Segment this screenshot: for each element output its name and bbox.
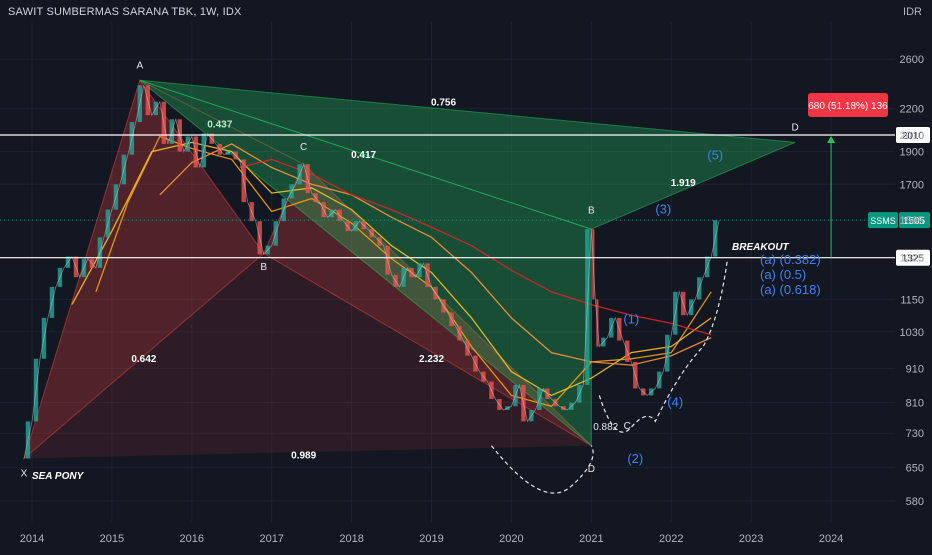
projection-path-right (598, 260, 728, 433)
point-label: A (137, 60, 144, 71)
pattern-ratio-label: 0.756 (431, 98, 456, 109)
breakout-label: BREAKOUT (732, 242, 790, 253)
pattern-ratio-label: 0.989 (291, 450, 316, 461)
x-tick-label: 2017 (259, 533, 283, 545)
measure-arrowhead (827, 135, 836, 143)
x-tick-label: 2022 (659, 533, 683, 545)
y-tick-label: 1150 (900, 294, 924, 306)
fib-level-label: (a) (0.382) (760, 252, 821, 267)
pattern-ratio-label: 0.417 (351, 150, 376, 161)
y-tick-label: 1700 (900, 179, 924, 191)
y-tick-label: 1505 (900, 215, 924, 227)
measure-label-box (808, 93, 888, 117)
x-tick-label: 2019 (419, 533, 443, 545)
x-tick-label: 2016 (180, 533, 204, 545)
fib-level-label: (a) (0.5) (760, 267, 806, 282)
pattern-acd-fill (139, 79, 796, 230)
fib-level-label: (a) (0.618) (760, 282, 821, 297)
point-label: B (260, 262, 267, 273)
moving-average-line (159, 143, 712, 366)
pattern-xbd-fill (24, 253, 592, 459)
level-tag (896, 126, 930, 143)
annotations: A X B C B D C D 0.882 SEA PONY BREAKOUT(a) (0.382)… (21, 60, 821, 482)
y-tick-label: 1030 (900, 327, 924, 339)
projection-path-left (490, 445, 594, 494)
elliott-waves: (1) (2) (3) (4) (5) (490, 147, 728, 494)
point-label: 0.882 (593, 422, 618, 433)
point-label: C (624, 421, 631, 432)
symbol-tag-label: SSMS (870, 216, 896, 226)
elliott-wave-label: (1) (623, 311, 639, 326)
point-label: D (791, 123, 798, 134)
pattern-ac-line (139, 79, 304, 165)
x-tick-label: 2018 (339, 533, 363, 545)
level-tag (896, 249, 930, 266)
moving-average-line (239, 158, 712, 336)
elliott-wave-label: (5) (707, 147, 723, 162)
pattern-ratio-label: 2.232 (419, 354, 444, 365)
x-tick-label: 2020 (499, 533, 523, 545)
elliott-wave-label: (4) (667, 394, 683, 409)
chart-title: SAWIT SUMBERMAS SARANA TBK, 1W, IDX (8, 6, 242, 18)
point-label: D (588, 464, 595, 475)
pattern-ratio-label: 1.919 (671, 178, 696, 189)
pattern-ratio-label: 0.642 (131, 354, 156, 365)
price-tag-label: 1505 (903, 216, 926, 227)
x-tick-label: 2023 (739, 533, 763, 545)
point-label: X (21, 469, 28, 480)
level-tag-label: 1325 (902, 254, 925, 265)
elliott-wave-label: (2) (627, 451, 643, 466)
y-tick-label: 1325 (900, 253, 924, 265)
elliott-wave-label: (3) (655, 201, 671, 216)
horizontal-levels: 2010 1325 SSMS 1505 680 (51.18%) 136 (0, 93, 930, 266)
level-tag-label: 2010 (902, 131, 925, 142)
axes: 2014 2015 2016 2017 2018 2019 2020 2021 2022 2023… (20, 54, 924, 545)
y-tick-label: 580 (906, 496, 924, 508)
x-tick-label: 2014 (20, 533, 44, 545)
price-series (23, 85, 720, 459)
price-tag (899, 212, 930, 229)
y-tick-label: 910 (906, 363, 924, 375)
x-tick-label: 2015 (100, 533, 124, 545)
y-tick-label: 810 (906, 398, 924, 410)
symbol-tag (868, 212, 898, 229)
point-label: B (588, 205, 595, 216)
y-tick-label: 1900 (900, 147, 924, 159)
y-tick-label: 2200 (900, 103, 924, 115)
x-tick-label: 2021 (579, 533, 603, 545)
y-tick-label: 2010 (900, 130, 924, 142)
y-tick-label: 2600 (900, 54, 924, 66)
point-label: C (300, 142, 307, 153)
measure-label: 680 (51.18%) 136 (808, 101, 888, 112)
x-tick-label: 2024 (819, 533, 843, 545)
sea-pony-label: SEA PONY (32, 471, 85, 482)
y-tick-label: 730 (906, 428, 924, 440)
pattern-ratio-label: 0.437 (207, 120, 232, 131)
price-line (23, 85, 720, 459)
currency-label: IDR (903, 6, 922, 18)
y-tick-label: 650 (906, 462, 924, 474)
